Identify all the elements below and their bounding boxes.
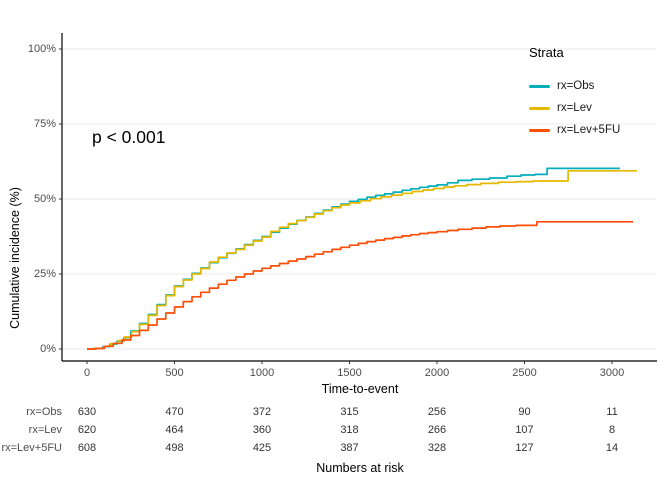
x-tick-label: 0	[83, 367, 91, 379]
risk-value: 107	[515, 424, 534, 436]
y-tick-label: 0%	[40, 343, 56, 355]
curve-rx=Lev+5FU	[87, 220, 633, 350]
p-value-annotation: p < 0.001	[92, 127, 166, 147]
risk-value: 360	[252, 424, 272, 436]
legend-label-rx-obs: rx=Obs	[557, 80, 595, 92]
legend-item-rx-lev: rx=Lev	[529, 97, 620, 119]
risk-value: 11	[606, 406, 618, 418]
x-tick-label: 500	[165, 367, 184, 379]
y-tick-label: 25%	[33, 268, 56, 280]
line-swatch-rx-obs-icon	[529, 84, 550, 88]
line-swatch-rx-lev-icon	[529, 106, 550, 110]
x-tick-label: 1000	[249, 367, 275, 379]
y-tick-label: 50%	[33, 193, 56, 205]
risk-value: 387	[340, 442, 359, 454]
x-tick-label: 2500	[512, 367, 537, 379]
line-swatch-rx-lev5fu-icon	[529, 128, 550, 132]
x-axis-title: Time-to-event	[321, 382, 399, 396]
risk-value: 90	[518, 406, 531, 418]
y-tick-label: 75%	[33, 118, 56, 130]
legend-label-rx-lev: rx=Lev	[557, 102, 592, 114]
x-tick-label: 3000	[599, 367, 625, 379]
risk-value: 14	[605, 442, 619, 454]
risk-value: 315	[340, 406, 359, 418]
risk-value: 256	[427, 406, 447, 418]
curve-rx=Lev	[87, 169, 637, 350]
risk-row-label: rx=Obs	[26, 406, 62, 418]
risk-value: 127	[515, 442, 534, 454]
legend-item-rx-lev5fu: rx=Lev+5FU	[529, 119, 620, 141]
risk-value: 464	[165, 424, 184, 436]
risk-value: 328	[427, 442, 447, 454]
legend-title: Strata	[529, 45, 564, 60]
risk-value: 318	[340, 424, 359, 436]
risk-value: 372	[252, 406, 272, 418]
legend-item-rx-obs: rx=Obs	[529, 75, 620, 97]
risk-table-caption: Numbers at risk	[316, 461, 404, 475]
risk-value: 425	[252, 442, 272, 454]
risk-row-label: rx=Lev+5FU	[1, 442, 62, 454]
risk-value: 266	[427, 424, 447, 436]
risk-value: 8	[608, 424, 616, 436]
risk-row-label: rx=Lev	[28, 424, 62, 436]
y-tick-label: 100%	[27, 43, 56, 55]
risk-value: 620	[77, 424, 97, 436]
x-tick-label: 2000	[424, 367, 450, 379]
risk-value: 470	[165, 406, 184, 418]
curve-rx=Obs	[87, 167, 620, 350]
legend-label-rx-lev5fu: rx=Lev+5FU	[557, 124, 621, 136]
strata-legend: Strata rx=Obs rx=Lev rx=Lev+5FU	[529, 45, 620, 141]
y-axis-title: Cumulative incidence (%)	[8, 187, 22, 329]
x-tick-label: 1500	[337, 367, 362, 379]
risk-value: 498	[165, 442, 184, 454]
risk-value: 630	[77, 406, 97, 418]
risk-value: 608	[77, 442, 97, 454]
